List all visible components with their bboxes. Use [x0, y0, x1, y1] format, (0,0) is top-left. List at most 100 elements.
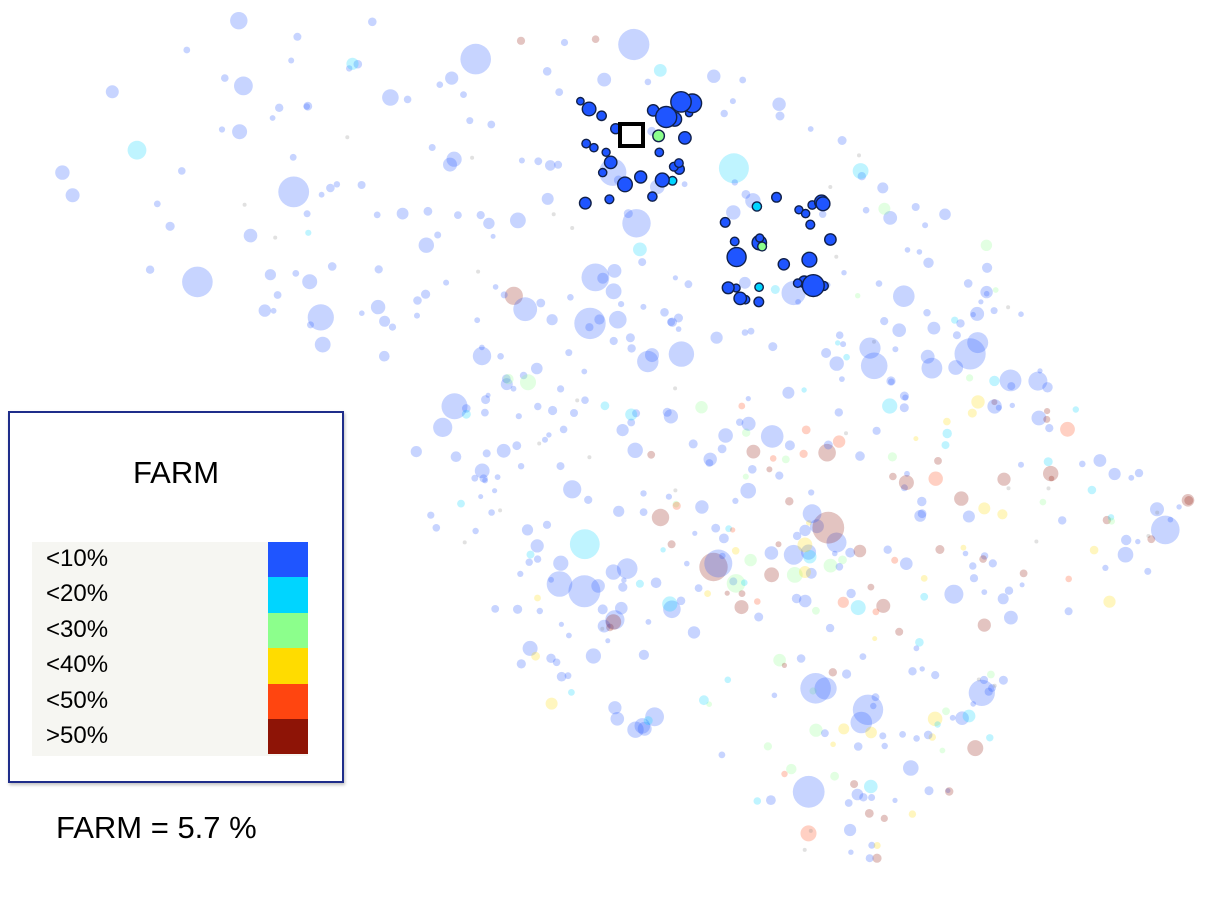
faded-point: [955, 711, 969, 725]
faded-point: [739, 76, 747, 84]
faded-point: [660, 547, 666, 553]
faded-point: [608, 701, 622, 715]
faded-point: [852, 694, 884, 725]
faded-point: [546, 432, 552, 438]
faded-point: [1146, 534, 1151, 538]
legend-box: FARM <10% <20% <30% <40% <50% >50%: [8, 411, 344, 783]
legend-swatch: [268, 612, 308, 649]
faded-point: [855, 451, 865, 461]
faded-point: [770, 285, 780, 294]
faded-point: [457, 499, 465, 508]
faded-point: [498, 508, 503, 513]
highlighted-point: [678, 130, 692, 145]
faded-point: [835, 340, 841, 346]
faded-point: [980, 239, 993, 251]
faded-point: [1150, 502, 1164, 517]
faded-point: [819, 210, 827, 218]
faded-point: [627, 344, 636, 353]
faded-point: [1006, 486, 1011, 491]
faded-point: [627, 721, 644, 738]
faded-point: [500, 291, 508, 299]
faded-point: [851, 788, 864, 801]
faded-point: [980, 552, 989, 560]
faded-point: [270, 307, 277, 314]
faded-point: [516, 36, 526, 45]
faded-point: [232, 124, 248, 140]
faded-point: [510, 212, 526, 229]
faded-point: [695, 401, 708, 414]
faded-point: [472, 346, 492, 366]
faded-point: [763, 742, 773, 751]
legend-row: <50%: [32, 683, 308, 719]
faded-point: [491, 605, 500, 613]
faded-point: [1046, 486, 1051, 491]
faded-point: [710, 331, 723, 344]
faded-point: [460, 91, 467, 98]
faded-point: [954, 338, 986, 370]
faded-point: [738, 402, 746, 410]
faded-point: [888, 378, 895, 386]
faded-point: [65, 188, 80, 203]
faded-point: [923, 309, 931, 317]
faded-point: [922, 222, 929, 229]
faded-point: [542, 520, 552, 529]
faded-point: [731, 179, 738, 186]
faded-point: [705, 459, 714, 467]
highlighted-point: [754, 282, 764, 293]
faded-point: [1019, 569, 1028, 578]
selected-location-marker: [618, 122, 645, 148]
faded-point: [585, 323, 594, 332]
faded-point: [979, 555, 987, 563]
faded-point: [461, 409, 471, 419]
faded-point: [526, 550, 535, 559]
faded-point: [999, 369, 1022, 392]
faded-point: [981, 589, 988, 595]
faded-point: [844, 431, 848, 436]
faded-point: [766, 466, 773, 473]
faded-point: [497, 353, 504, 360]
faded-point: [370, 299, 386, 315]
faded-point: [775, 471, 784, 480]
faded-point: [501, 374, 511, 384]
faded-point: [825, 623, 835, 633]
faded-point: [949, 714, 956, 721]
faded-point: [805, 567, 817, 579]
faded-point: [673, 488, 678, 493]
faded-point: [643, 716, 653, 726]
faded-point: [883, 545, 892, 554]
faded-point: [729, 577, 738, 586]
faded-point: [610, 712, 625, 726]
faded-point: [772, 97, 786, 111]
faded-point: [970, 311, 976, 318]
faded-point: [623, 209, 633, 219]
faded-point: [605, 564, 622, 580]
faded-point: [968, 679, 995, 707]
faded-point: [1128, 474, 1135, 481]
faded-point: [558, 621, 565, 627]
faded-point: [553, 555, 569, 571]
faded-point: [1043, 457, 1053, 467]
faded-point: [597, 272, 609, 284]
faded-point: [1004, 586, 1014, 595]
faded-point: [877, 182, 889, 194]
faded-point: [1018, 311, 1024, 318]
faded-point: [663, 409, 679, 424]
faded-point: [512, 441, 522, 451]
faded-point: [165, 221, 175, 231]
faded-point: [665, 493, 673, 500]
faded-point: [725, 525, 733, 533]
highlighted-point: [726, 246, 747, 268]
faded-point: [414, 312, 420, 319]
faded-point: [672, 275, 679, 281]
faded-point: [591, 35, 600, 43]
faded-point: [559, 425, 568, 434]
highlighted-point: [652, 129, 666, 143]
faded-point: [606, 623, 614, 632]
faded-point: [892, 346, 899, 353]
faded-point: [978, 502, 991, 515]
faded-point: [500, 378, 513, 391]
faded-point: [479, 474, 488, 483]
legend-label: >50%: [46, 721, 109, 749]
faded-point: [857, 172, 866, 181]
faded-point: [531, 362, 543, 375]
